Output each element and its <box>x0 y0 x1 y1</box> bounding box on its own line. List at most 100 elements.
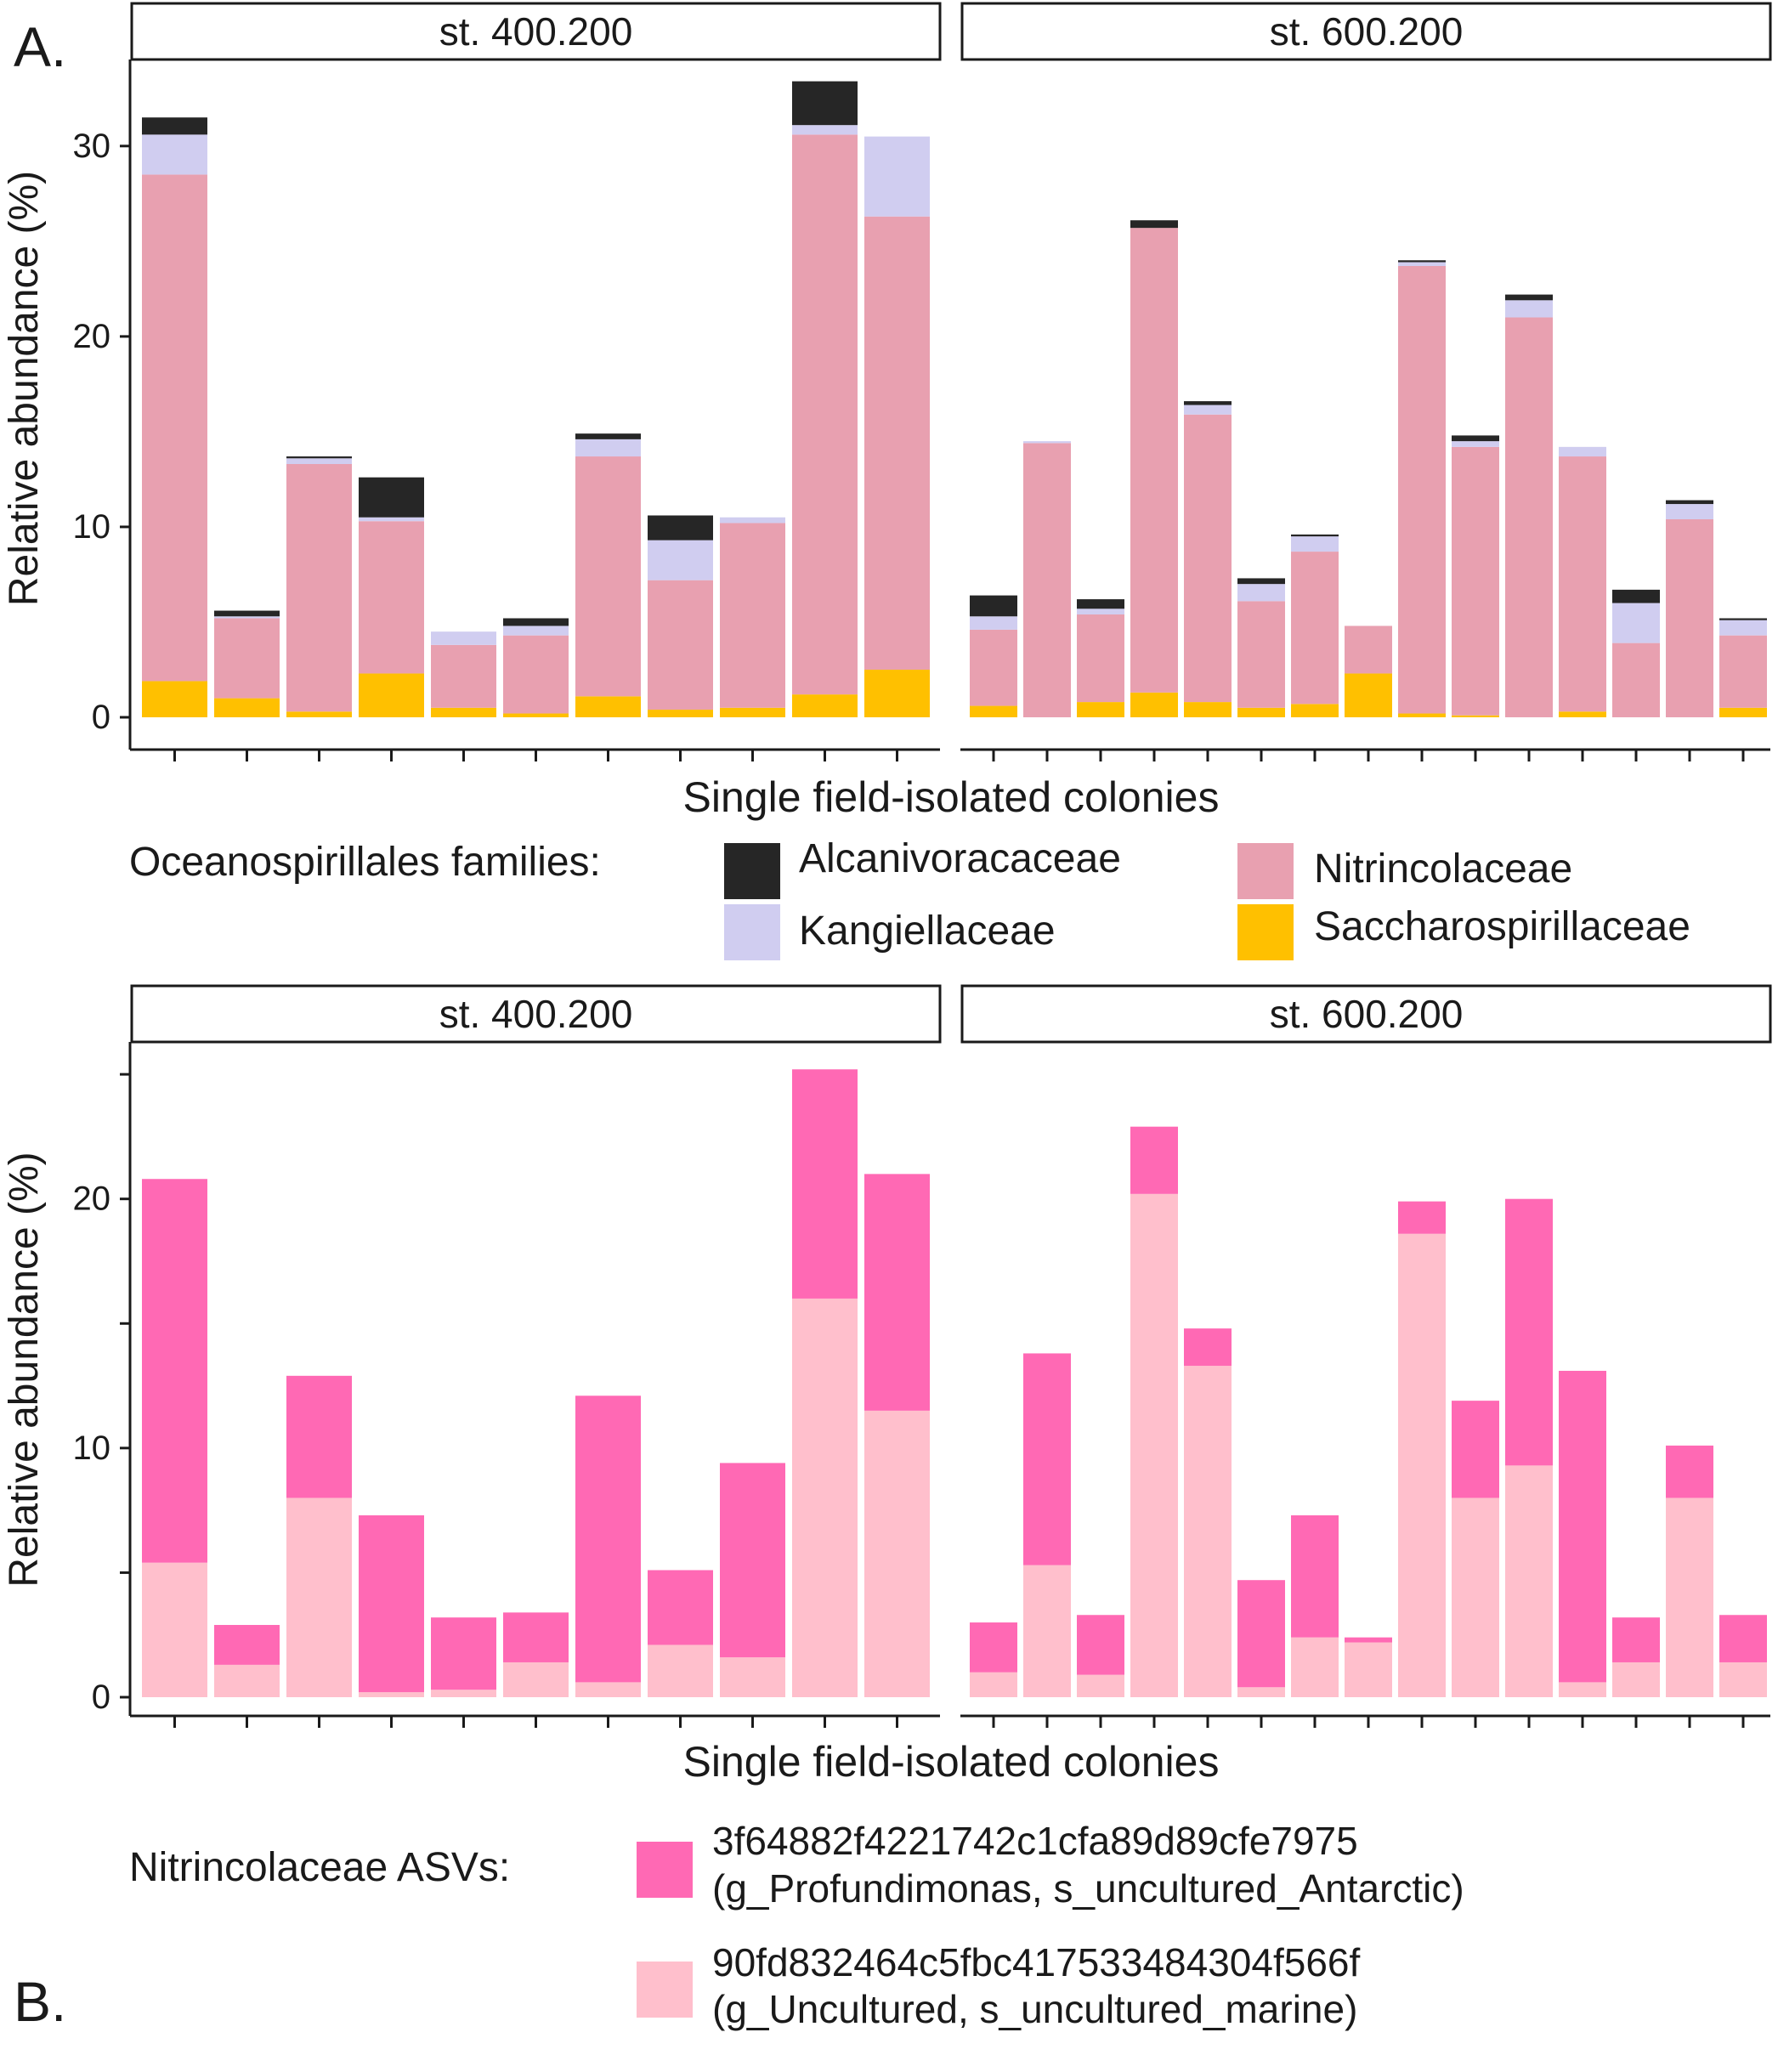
bar-segment <box>1184 1366 1232 1697</box>
bar-segment <box>286 458 352 465</box>
legend-swatch <box>724 904 780 960</box>
bar-segment <box>1612 643 1660 717</box>
legend-label: 3f64882f4221742c1cfa89d89cfe7975 <box>712 1819 1358 1863</box>
bar-segment <box>1398 265 1446 714</box>
bar-segment <box>359 1692 424 1697</box>
bar-segment <box>359 521 424 674</box>
y-tick-label: 0 <box>92 1679 110 1716</box>
bar-segment <box>1452 446 1499 716</box>
panel-label: A. <box>14 15 66 78</box>
y-tick-label: 20 <box>73 318 111 355</box>
bar-segment <box>1077 614 1124 703</box>
bar-segment <box>431 631 496 645</box>
bar-segment <box>1452 1497 1499 1697</box>
bar-segment <box>214 610 280 617</box>
bar-segment <box>359 673 424 717</box>
facet-strip <box>130 2 942 61</box>
bar-segment <box>1345 626 1392 674</box>
bar-segment <box>575 433 641 439</box>
bar-segment <box>1291 1514 1339 1638</box>
bar-segment <box>1719 1615 1767 1662</box>
bar-segment <box>648 1570 713 1645</box>
facet-strip <box>960 2 1772 61</box>
bar-segment <box>1237 1687 1285 1697</box>
bar-segment <box>1130 228 1178 693</box>
bar-segment <box>503 1612 569 1662</box>
bar-segment <box>1291 704 1339 717</box>
bar-segment <box>1291 536 1339 552</box>
bar-segment <box>1505 1198 1553 1466</box>
bar-segment <box>1291 552 1339 705</box>
bar-segment <box>792 1298 858 1697</box>
bar-segment <box>1077 1615 1124 1675</box>
bar-segment <box>970 705 1017 717</box>
bar-segment <box>1237 584 1285 602</box>
bar-segment <box>431 1617 496 1690</box>
bar-segment <box>431 644 496 708</box>
bar-segment <box>1719 618 1767 620</box>
bar-segment <box>1184 401 1232 405</box>
bar-segment <box>1398 1201 1446 1234</box>
bar-segment <box>1077 1674 1124 1697</box>
bar-segment <box>1398 260 1446 263</box>
bar-segment <box>214 1624 280 1665</box>
bar-segment <box>1345 1637 1392 1643</box>
legend-label: Alcanivoracaceae <box>799 836 1121 881</box>
bar-segment <box>1505 1465 1553 1697</box>
bar-segment <box>1666 1497 1713 1697</box>
bar-segment <box>142 1562 207 1697</box>
bar-segment <box>970 616 1017 630</box>
legend-label: Saccharospirillaceae <box>1314 904 1690 949</box>
bar-segment <box>214 616 280 619</box>
bar-segment <box>1666 500 1713 505</box>
y-tick-label: 0 <box>92 699 110 736</box>
bar-segment <box>503 618 569 626</box>
bar-segment <box>648 1645 713 1697</box>
bar-segment <box>359 1514 424 1693</box>
bar-segment <box>1184 702 1232 717</box>
bar-segment <box>1184 1328 1232 1367</box>
bar-segment <box>1345 673 1392 717</box>
bar-segment <box>503 626 569 636</box>
facet-strip <box>960 984 1772 1044</box>
bar-segment <box>286 1375 352 1498</box>
facet-title: st. 600.200 <box>1270 992 1464 1036</box>
facet-title: st. 400.200 <box>439 992 633 1036</box>
bar-segment <box>648 540 713 580</box>
y-tick-label: 10 <box>73 1429 111 1467</box>
bar-segment <box>286 711 352 717</box>
bar-segment <box>1023 441 1071 444</box>
legend-swatch <box>1237 904 1294 960</box>
bar-segment <box>1130 1193 1178 1697</box>
y-tick-label: 20 <box>73 1180 111 1218</box>
bar-segment <box>1023 443 1071 717</box>
bar-segment <box>1291 534 1339 537</box>
legend-swatch <box>637 1842 693 1898</box>
bar-segment <box>1505 317 1553 717</box>
bar-segment <box>720 523 785 708</box>
bar-segment <box>1237 707 1285 717</box>
bar-segment <box>720 1657 785 1697</box>
y-tick-label: 30 <box>73 127 111 165</box>
panel-label: B. <box>14 1970 66 2033</box>
bar-segment <box>142 681 207 717</box>
bar-segment <box>1559 1370 1606 1683</box>
bar-segment <box>864 216 930 670</box>
bar-segment <box>431 1690 496 1697</box>
bar-segment <box>1023 1353 1071 1565</box>
bar-segment <box>720 1463 785 1658</box>
bar-segment <box>1666 1445 1713 1498</box>
bar-segment <box>792 81 858 126</box>
bar-segment <box>1452 715 1499 717</box>
bar-segment <box>864 1410 930 1697</box>
bar-segment <box>575 1395 641 1683</box>
bar-segment <box>1077 609 1124 615</box>
bar-segment <box>970 629 1017 706</box>
bar-segment <box>1184 405 1232 415</box>
bar-segment <box>1130 220 1178 229</box>
bar-segment <box>142 174 207 682</box>
bar-segment <box>970 1622 1017 1673</box>
bar-segment <box>1398 262 1446 266</box>
bar-segment <box>1237 1580 1285 1688</box>
